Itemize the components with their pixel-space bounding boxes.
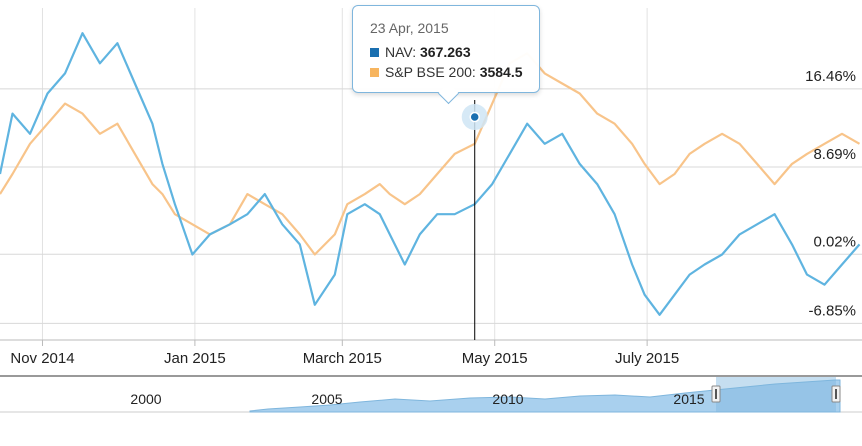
navigator-year-label: 2005 bbox=[311, 391, 342, 407]
vertical-grid bbox=[41, 8, 648, 346]
tooltip-date: 23 Apr, 2015 bbox=[370, 20, 449, 36]
tooltip-row-bse: S&P BSE 200: 3584.5 bbox=[370, 64, 523, 80]
nav-square-icon bbox=[370, 48, 379, 57]
navigator-year-label: 2010 bbox=[492, 391, 523, 407]
navigator-year-labels: 2000 2005 2010 2015 bbox=[130, 391, 704, 407]
navigator-left-handle[interactable] bbox=[711, 385, 721, 403]
y-tick-label: 16.46% bbox=[805, 68, 856, 85]
horizontal-grid bbox=[0, 88, 862, 324]
navigator-selected-range[interactable] bbox=[716, 377, 836, 412]
navigator-year-label: 2015 bbox=[673, 391, 704, 407]
x-tick-label: Nov 2014 bbox=[10, 350, 74, 367]
x-tick-label: May 2015 bbox=[462, 350, 528, 367]
navigator-year-label: 2000 bbox=[130, 391, 161, 407]
tooltip-nav-label: NAV: bbox=[385, 44, 421, 60]
tooltip: 23 Apr, 2015 NAV: 367.263 S&P BSE 200: 3… bbox=[352, 5, 540, 105]
tooltip-nav-value: 367.263 bbox=[420, 44, 471, 60]
series-layer bbox=[0, 32, 861, 316]
navigator-right-handle[interactable] bbox=[831, 385, 841, 403]
y-tick-label: 0.02% bbox=[813, 233, 856, 250]
navigator-area bbox=[249, 379, 841, 413]
bse-square-icon bbox=[370, 68, 379, 77]
x-tick-labels: Nov 2014 Jan 2015 March 2015 May 2015 July 2… bbox=[10, 350, 679, 367]
y-tick-labels: 16.46% 8.69% 0.02% -6.85% bbox=[805, 68, 856, 320]
y-tick-label: -6.85% bbox=[808, 302, 856, 319]
tooltip-bse-value: 3584.5 bbox=[479, 64, 523, 80]
series-line bbox=[0, 52, 861, 256]
series-line bbox=[0, 32, 861, 316]
tooltip-row-nav: NAV: 367.263 bbox=[370, 44, 471, 60]
y-tick-label: 8.69% bbox=[813, 146, 856, 163]
hover-marker bbox=[469, 111, 480, 123]
x-tick-label: Jan 2015 bbox=[164, 350, 226, 367]
x-tick-label: March 2015 bbox=[303, 350, 382, 367]
navigator[interactable]: 2000 2005 2010 2015 bbox=[0, 375, 862, 413]
tooltip-bse-label: S&P BSE 200: bbox=[385, 64, 480, 80]
x-tick-label: July 2015 bbox=[615, 350, 679, 367]
